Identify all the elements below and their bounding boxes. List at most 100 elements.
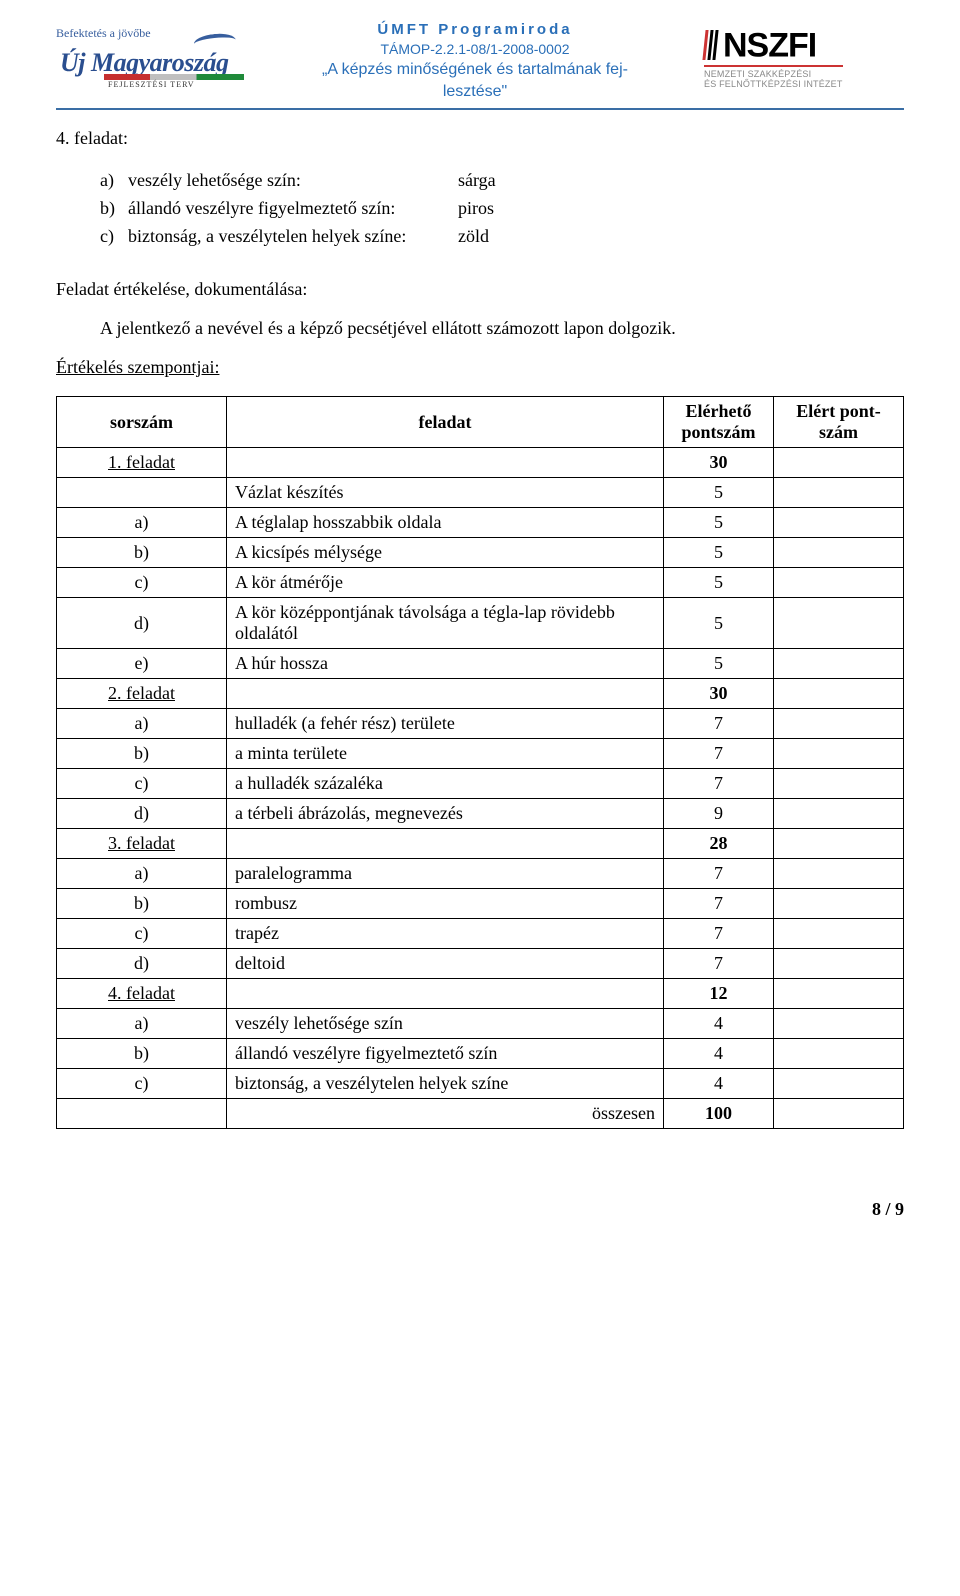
cell-sorszam	[57, 478, 227, 508]
table-row: a)hulladék (a fehér rész) területe7	[57, 709, 904, 739]
table-row: d)A kör középpontjának távolsága a tégla…	[57, 598, 904, 649]
cell-elerheto: 4	[664, 1039, 774, 1069]
eval-table: sorszám feladat Elérhető pontszám Elért …	[56, 396, 904, 1129]
logo-right-text: NSZFI	[723, 27, 816, 65]
cell-sorszam: 2. feladat	[57, 679, 227, 709]
cell-elerheto: 100	[664, 1099, 774, 1129]
cell-sorszam: c)	[57, 769, 227, 799]
logo-left-sub: FEJLESZTÉSI TERV	[108, 80, 195, 89]
cell-elert	[774, 598, 904, 649]
table-row: a)veszély lehetősége szín4	[57, 1009, 904, 1039]
cell-feladat: rombusz	[227, 889, 664, 919]
cell-elerheto: 7	[664, 859, 774, 889]
cell-feladat: összesen	[227, 1099, 664, 1129]
cell-elert	[774, 568, 904, 598]
logo-left: Befektetés a jövőbe Új Magyaroszág FEJLE…	[56, 30, 246, 92]
cell-feladat: biztonság, a veszélytelen helyek színe	[227, 1069, 664, 1099]
cell-sorszam: c)	[57, 919, 227, 949]
cell-feladat: Vázlat készítés	[227, 478, 664, 508]
cell-elert	[774, 1039, 904, 1069]
table-row: c)biztonság, a veszélytelen helyek színe…	[57, 1069, 904, 1099]
cell-elerheto: 7	[664, 889, 774, 919]
cell-feladat: A kör középpontjának távolsága a tégla-l…	[227, 598, 664, 649]
th-elert: Elért pont-szám	[774, 397, 904, 448]
logo-right: NSZFI NEMZETI SZAKKÉPZÉSI ÉS FELNŐTTKÉPZ…	[704, 30, 904, 92]
cell-elert	[774, 1009, 904, 1039]
cell-feladat: veszély lehetősége szín	[227, 1009, 664, 1039]
cell-elerheto: 5	[664, 538, 774, 568]
cell-elerheto: 7	[664, 949, 774, 979]
header-line-3a: „A képzés minőségének és tartalmának fej…	[254, 59, 696, 81]
cell-elert	[774, 829, 904, 859]
cell-elerheto: 5	[664, 508, 774, 538]
cell-sorszam: 4. feladat	[57, 979, 227, 1009]
logo-left-script: Befektetés a jövőbe	[56, 26, 151, 41]
table-row: a)paralelogramma7	[57, 859, 904, 889]
header-line-2: TÁMOP-2.2.1-08/1-2008-0002	[254, 40, 696, 59]
cell-elerheto: 5	[664, 649, 774, 679]
cell-feladat: trapéz	[227, 919, 664, 949]
cell-sorszam: a)	[57, 1009, 227, 1039]
cell-sorszam: b)	[57, 889, 227, 919]
cell-sorszam: c)	[57, 568, 227, 598]
cell-feladat: a térbeli ábrázolás, megnevezés	[227, 799, 664, 829]
cell-feladat: a hulladék százaléka	[227, 769, 664, 799]
cell-feladat: A húr hossza	[227, 649, 664, 679]
cell-feladat: A téglalap hosszabbik oldala	[227, 508, 664, 538]
cell-feladat	[227, 829, 664, 859]
header-line-1: ÚMFT Programiroda	[254, 20, 696, 40]
cell-elert	[774, 538, 904, 568]
table-row: 1. feladat 30	[57, 448, 904, 478]
bars-icon	[704, 30, 719, 65]
list-item: c)biztonság, a veszélytelen helyek színe…	[100, 223, 904, 251]
eval-sentence: A jelentkező a nevével és a képző pecsét…	[100, 318, 904, 339]
cell-elerheto: 4	[664, 1009, 774, 1039]
cell-elert	[774, 889, 904, 919]
cell-elert	[774, 859, 904, 889]
table-row: e)A húr hossza5	[57, 649, 904, 679]
cell-elerheto: 5	[664, 478, 774, 508]
cell-elert	[774, 799, 904, 829]
cell-elerheto: 5	[664, 598, 774, 649]
cell-feladat	[227, 679, 664, 709]
cell-feladat: A kör átmérője	[227, 568, 664, 598]
list-item-label: biztonság, a veszélytelen helyek színe:	[128, 223, 458, 251]
table-row: a)A téglalap hosszabbik oldala5	[57, 508, 904, 538]
table-row: b)A kicsípés mélysége5	[57, 538, 904, 568]
cell-sorszam: a)	[57, 859, 227, 889]
cell-elerheto: 7	[664, 769, 774, 799]
list-item: a)veszély lehetősége szín:sárga	[100, 167, 904, 195]
list-item-value: piros	[458, 195, 904, 223]
cell-elerheto: 4	[664, 1069, 774, 1099]
cell-sorszam: a)	[57, 709, 227, 739]
cell-elert	[774, 649, 904, 679]
cell-feladat: a minta területe	[227, 739, 664, 769]
cell-elert	[774, 769, 904, 799]
cell-sorszam: b)	[57, 739, 227, 769]
color-list: a)veszély lehetősége szín:sárgab)állandó…	[100, 167, 904, 251]
list-item-label: veszély lehetősége szín:	[128, 167, 458, 195]
list-item: b)állandó veszélyre figyelmeztető szín:p…	[100, 195, 904, 223]
logo-right-sub1: NEMZETI SZAKKÉPZÉSI	[704, 69, 843, 79]
cell-elert	[774, 949, 904, 979]
table-row: 3. feladat28	[57, 829, 904, 859]
cell-sorszam: d)	[57, 799, 227, 829]
cell-elerheto: 30	[664, 448, 774, 478]
cell-sorszam: 1. feladat	[57, 448, 227, 478]
cell-elerheto: 7	[664, 919, 774, 949]
th-sorszam: sorszám	[57, 397, 227, 448]
th-elerheto: Elérhető pontszám	[664, 397, 774, 448]
cell-elert	[774, 1099, 904, 1129]
cell-feladat: deltoid	[227, 949, 664, 979]
cell-feladat: hulladék (a fehér rész) területe	[227, 709, 664, 739]
list-item-key: b)	[100, 195, 128, 223]
page-header: Befektetés a jövőbe Új Magyaroszág FEJLE…	[56, 20, 904, 110]
cell-elert	[774, 739, 904, 769]
cell-sorszam: b)	[57, 538, 227, 568]
cell-elerheto: 5	[664, 568, 774, 598]
cell-elerheto: 12	[664, 979, 774, 1009]
cell-feladat	[227, 448, 664, 478]
cell-elert	[774, 508, 904, 538]
list-item-key: a)	[100, 167, 128, 195]
cell-elerheto: 28	[664, 829, 774, 859]
